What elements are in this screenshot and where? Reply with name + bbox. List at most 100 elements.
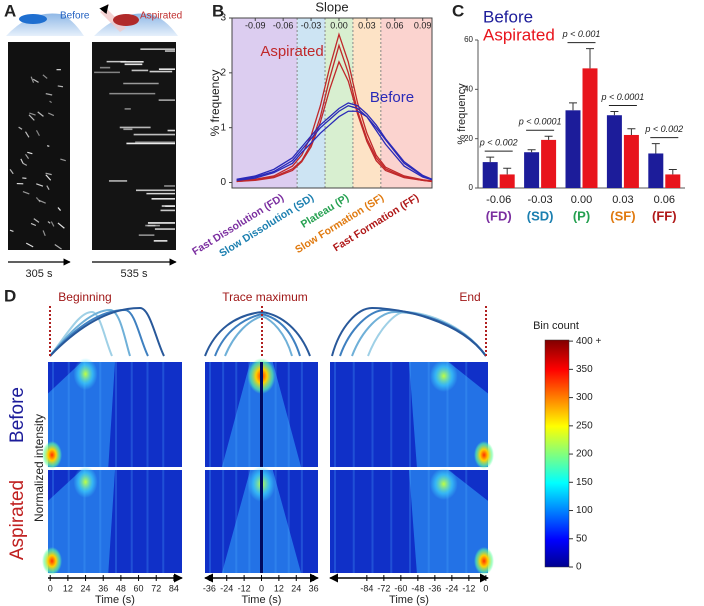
heatmap-streak: [130, 362, 133, 467]
heatmap-streak: [427, 362, 430, 467]
streak: [36, 183, 44, 187]
y-tick-label: 1: [220, 122, 226, 133]
schematic-curves: [49, 306, 487, 358]
x-tick-label: 84: [169, 583, 179, 593]
colorbar-tick-label: 350: [576, 364, 593, 375]
bar: [606, 115, 622, 188]
heatmap-streak: [83, 470, 86, 573]
heatmap-hotspot: [429, 360, 458, 392]
streak: [49, 100, 52, 104]
heatmap-hotspot: [474, 441, 494, 469]
heatmap-streak: [274, 470, 277, 573]
y-tick-label: 60: [464, 35, 473, 44]
heatmap-streak: [162, 470, 165, 573]
error-bar: [544, 135, 553, 140]
bar: [623, 134, 639, 188]
heatmap-streak: [427, 470, 430, 573]
heatmap: [42, 358, 182, 469]
heatmap-streak: [334, 470, 336, 573]
x-tick-label: -12: [238, 583, 251, 593]
y-axis-label: % frequency: [456, 83, 468, 145]
error-bar: [503, 167, 512, 175]
heatmap-streak: [300, 362, 303, 467]
heatmap-streak: [287, 362, 290, 467]
duration-label: 305 s: [26, 268, 53, 280]
kymograph-before: [8, 42, 70, 250]
heatmap-streak: [67, 470, 70, 573]
colorbar-tick-label: 300: [576, 392, 593, 403]
x-tick-label: 12: [274, 583, 284, 593]
column-title: Trace maximum: [222, 290, 308, 304]
streak: [29, 112, 36, 116]
region-background: [232, 18, 298, 188]
streak: [45, 93, 53, 96]
heatmap-streak: [248, 470, 251, 573]
heatmap: [42, 466, 182, 575]
y-tick-label: 40: [464, 84, 473, 93]
column-title: Beginning: [58, 290, 111, 304]
region-background: [380, 18, 432, 188]
colorbar-tick-label: 0: [576, 562, 582, 573]
bar: [482, 162, 498, 188]
chart-title: Slope: [315, 0, 348, 14]
category-code: (SD): [527, 208, 554, 223]
heatmap-streak: [222, 362, 225, 467]
category-code: (FD): [486, 208, 512, 223]
heatmap-streak: [334, 362, 336, 467]
x-tick-label: -0.03: [301, 20, 322, 30]
streak: [35, 130, 40, 137]
series-label: Before: [370, 89, 414, 106]
streak: [30, 76, 35, 83]
x-tick-label: 0: [259, 583, 264, 593]
panel-label: B: [212, 1, 224, 20]
heatmap-hotspot: [42, 441, 62, 469]
streak: [33, 218, 40, 223]
x-axis-label: Time (s): [389, 594, 429, 606]
x-tick-label: 60: [134, 583, 144, 593]
plot-frame: [231, 17, 433, 189]
p-value: p < 0.0001: [601, 92, 645, 102]
schematic-label: Before: [60, 11, 90, 22]
heatmap-streak: [248, 362, 251, 467]
x-axis-label: Time (s): [95, 594, 135, 606]
error-bar: [486, 156, 495, 163]
streak: [46, 185, 50, 191]
streak: [54, 244, 62, 250]
bar: [565, 110, 581, 188]
streak: [57, 222, 65, 229]
category-code: (SF): [610, 208, 635, 223]
curve: [236, 60, 433, 183]
x-tick-label: 48: [116, 583, 126, 593]
x-tick-label: 12: [63, 583, 73, 593]
series-label: Aspirated: [260, 43, 323, 60]
heatmap: [205, 466, 318, 573]
streak: [9, 229, 14, 232]
heatmap-streak: [52, 470, 54, 573]
legend-entry: Aspirated: [483, 25, 555, 44]
streak: [18, 126, 23, 130]
streak: [28, 114, 35, 121]
p-value: p < 0.002: [479, 138, 518, 148]
heatmap-streak: [409, 470, 411, 573]
streak: [35, 197, 41, 203]
streak: [38, 199, 46, 204]
bar: [665, 174, 681, 188]
heatmap-hotspot: [474, 547, 494, 575]
streak: [22, 162, 28, 166]
category-code: (FF): [652, 208, 677, 223]
streak: [57, 85, 64, 88]
x-tick-label: -0.09: [245, 20, 266, 30]
streak: [30, 222, 37, 227]
error-bar: [668, 169, 677, 175]
y-axis-label: Normalized intensity: [32, 414, 46, 522]
row-label: Aspirated: [7, 480, 28, 560]
heatmap-streak: [209, 470, 211, 573]
heatmap-streak: [300, 470, 303, 573]
p-value: p < 0.002: [644, 124, 683, 134]
heatmap-hotspot: [429, 468, 458, 500]
curve: [236, 43, 433, 183]
heatmap-band: [409, 362, 488, 467]
x-tick-label: -12: [462, 583, 475, 593]
streak: [60, 158, 66, 162]
